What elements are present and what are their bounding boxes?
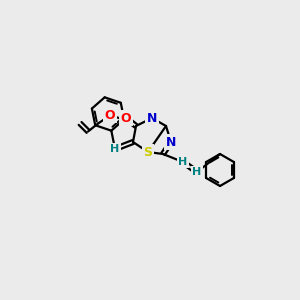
Text: H: H — [178, 157, 188, 167]
Text: N: N — [166, 136, 176, 148]
Text: S: S — [143, 146, 152, 158]
Text: O: O — [121, 112, 131, 124]
Text: N: N — [147, 112, 157, 124]
Text: H: H — [192, 167, 202, 177]
Text: O: O — [105, 109, 116, 122]
Text: H: H — [110, 144, 120, 154]
